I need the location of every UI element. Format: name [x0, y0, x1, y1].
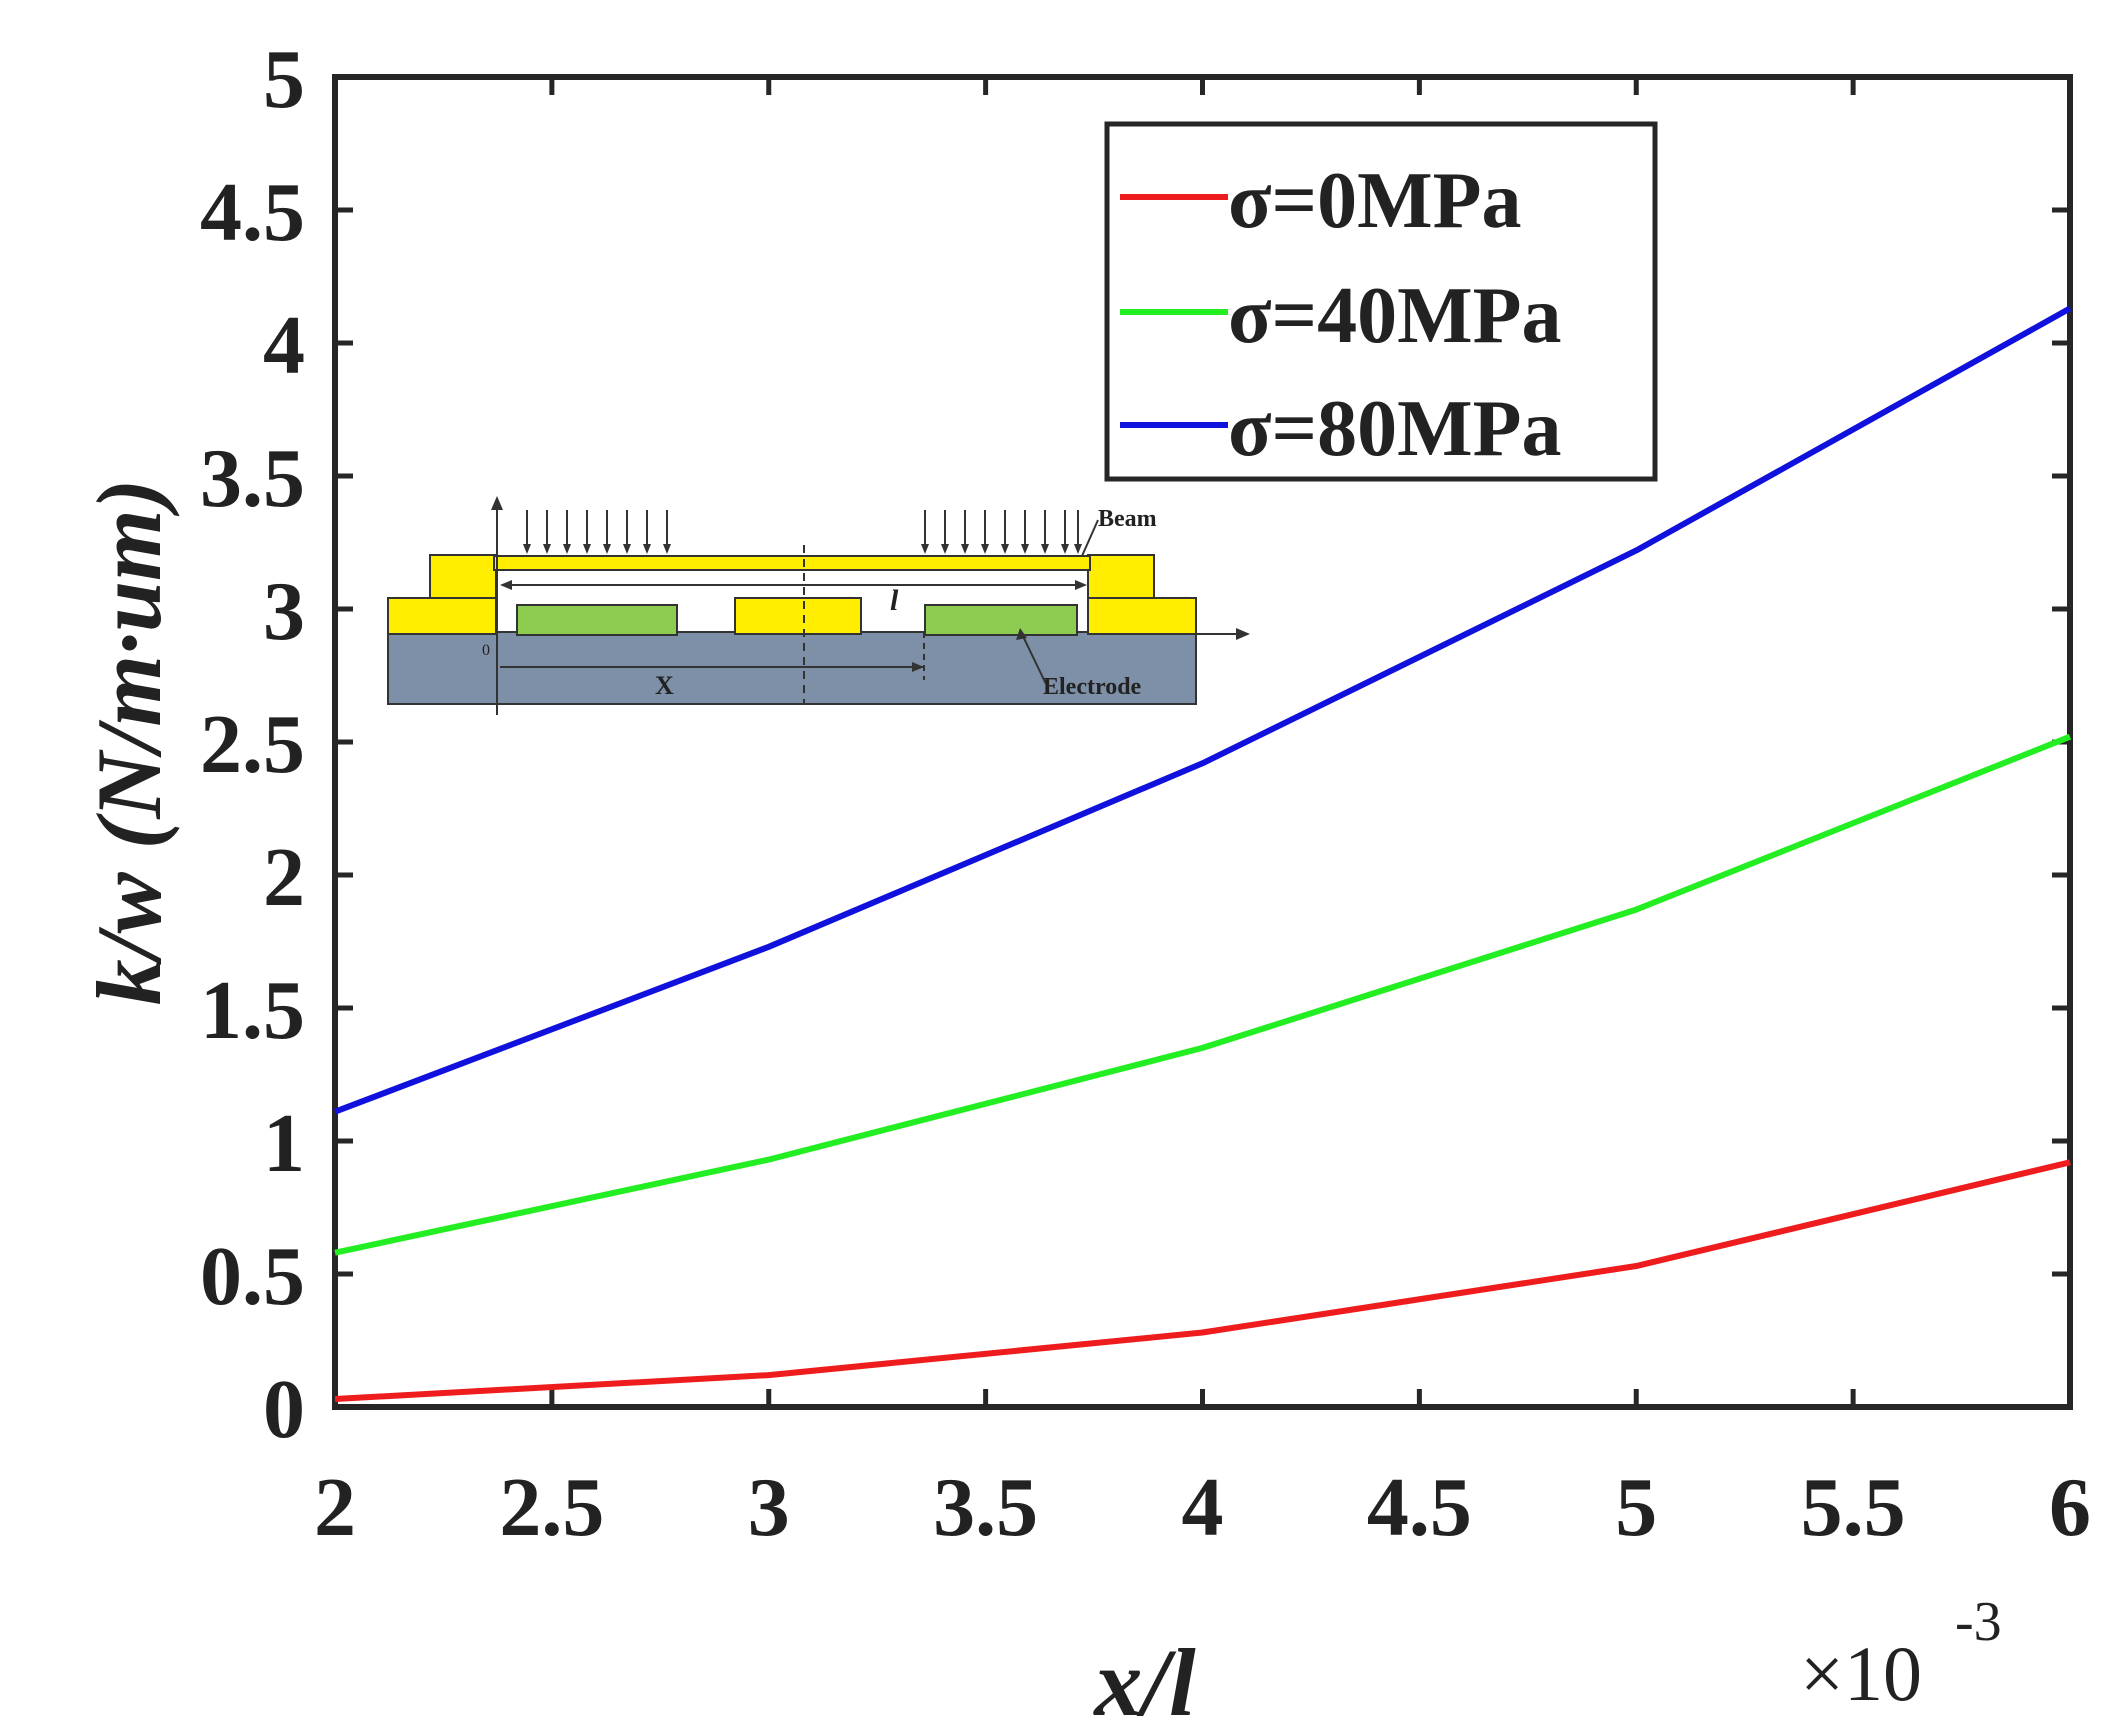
inset-load-arrow-head — [603, 544, 611, 554]
y-tick-label: 3 — [263, 565, 305, 658]
y-tick-label: 4.5 — [200, 166, 305, 259]
inset-electrode-left — [516, 604, 678, 636]
inset-electrode-label: Electrode — [1043, 674, 1142, 700]
series-line-2 — [333, 305, 2072, 1115]
y-tick-label: 0 — [263, 1363, 305, 1456]
inset-beam — [493, 555, 1091, 571]
x-axis-multiplier-exponent: -3 — [1955, 1591, 2002, 1653]
inset-schematic: Beam l X 0 Electrode — [387, 496, 1250, 715]
inset-load-arrow-head — [1001, 544, 1009, 554]
inset-length-arrow-left-head — [500, 580, 512, 590]
series-line-0 — [334, 1159, 2071, 1403]
inset-load-arrow-head — [563, 544, 571, 554]
x-tick-label: 6 — [2049, 1461, 2091, 1554]
inset-load-arrow-head — [523, 544, 531, 554]
y-tick-label: 1 — [263, 1097, 305, 1190]
inset-load-arrow-head — [643, 544, 651, 554]
y-tick-label: 5 — [263, 33, 305, 126]
y-tick-label: 4 — [263, 299, 305, 392]
inset-electrode-pointer-head — [1016, 628, 1027, 640]
inset-anchor-left-upper — [429, 554, 497, 599]
inset-load-arrow-head — [981, 544, 989, 554]
y-tick-label: 0.5 — [200, 1230, 305, 1323]
inset-center-post — [734, 597, 862, 635]
legend: σ=0MPa σ=40MPa σ=80MPa — [1104, 121, 1658, 482]
inset-length-arrow-right-head — [1075, 580, 1087, 590]
series-lines — [333, 305, 2072, 1403]
inset-load-arrow-head — [623, 544, 631, 554]
y-tick-labels: 0 0.5 1 1.5 2 2.5 3 3.5 4 4.5 5 — [200, 33, 305, 1456]
legend-items: σ=0MPa σ=40MPa σ=80MPa — [1120, 157, 1561, 473]
x-tick-label: 3.5 — [933, 1461, 1038, 1554]
inset-length-label: l — [890, 584, 899, 617]
y-axis-label: k/w (N/m·um) — [78, 479, 180, 1005]
inset-load-arrow-head — [663, 544, 671, 554]
x-tick-label: 4.5 — [1367, 1461, 1472, 1554]
inset-electrode-pointer — [1019, 629, 1047, 685]
x-tick-labels: 2 2.5 3 3.5 4 4.5 5 5.5 6 — [314, 1461, 2091, 1554]
inset-anchor-right-upper — [1087, 554, 1155, 599]
x-tick-label: 5 — [1615, 1461, 1657, 1554]
inset-load-arrow-head — [941, 544, 949, 554]
y-tick-label: 3.5 — [200, 432, 305, 525]
inset-load-arrow-head — [1074, 544, 1082, 554]
inset-load-arrows — [523, 510, 1082, 554]
inset-load-arrow-head — [543, 544, 551, 554]
x-tick-label: 2 — [314, 1461, 356, 1554]
x-tick-label: 2.5 — [499, 1461, 604, 1554]
inset-horizontal-axis-arrow — [1236, 628, 1250, 640]
inset-load-arrow-head — [1041, 544, 1049, 554]
legend-label-2: σ=80MPa — [1228, 385, 1561, 473]
inset-load-arrow-head — [583, 544, 591, 554]
inset-electrode-right — [924, 604, 1078, 636]
axis-ticks — [332, 74, 2073, 1410]
x-tick-label: 3 — [748, 1461, 790, 1554]
inset-load-arrow-head — [1061, 544, 1069, 554]
x-axis-multiplier: ×10 — [1800, 1630, 1922, 1717]
inset-load-arrow-head — [1021, 544, 1029, 554]
inset-x-label: X — [655, 671, 674, 700]
inset-beam-pointer — [1081, 519, 1099, 557]
series-line-1 — [334, 733, 2072, 1256]
y-tick-label: 1.5 — [200, 964, 305, 1057]
y-tick-label: 2.5 — [200, 698, 305, 791]
x-axis-label: x/l — [1092, 1629, 1196, 1735]
inset-x-arrow-head — [912, 662, 924, 672]
inset-anchor-right-lower — [1087, 597, 1197, 635]
y-tick-label: 2 — [263, 831, 305, 924]
legend-label-0: σ=0MPa — [1228, 157, 1521, 245]
inset-origin-label: 0 — [482, 642, 490, 659]
x-tick-label: 4 — [1182, 1461, 1224, 1554]
inset-load-arrow-head — [921, 544, 929, 554]
inset-load-arrow-head — [961, 544, 969, 554]
inset-anchor-left-lower — [387, 597, 497, 635]
legend-label-1: σ=40MPa — [1228, 272, 1561, 360]
inset-beam-label: Beam — [1098, 506, 1157, 532]
x-tick-label: 5.5 — [1801, 1461, 1906, 1554]
legend-box — [1104, 121, 1658, 482]
inset-vertical-axis-arrow — [491, 496, 503, 510]
